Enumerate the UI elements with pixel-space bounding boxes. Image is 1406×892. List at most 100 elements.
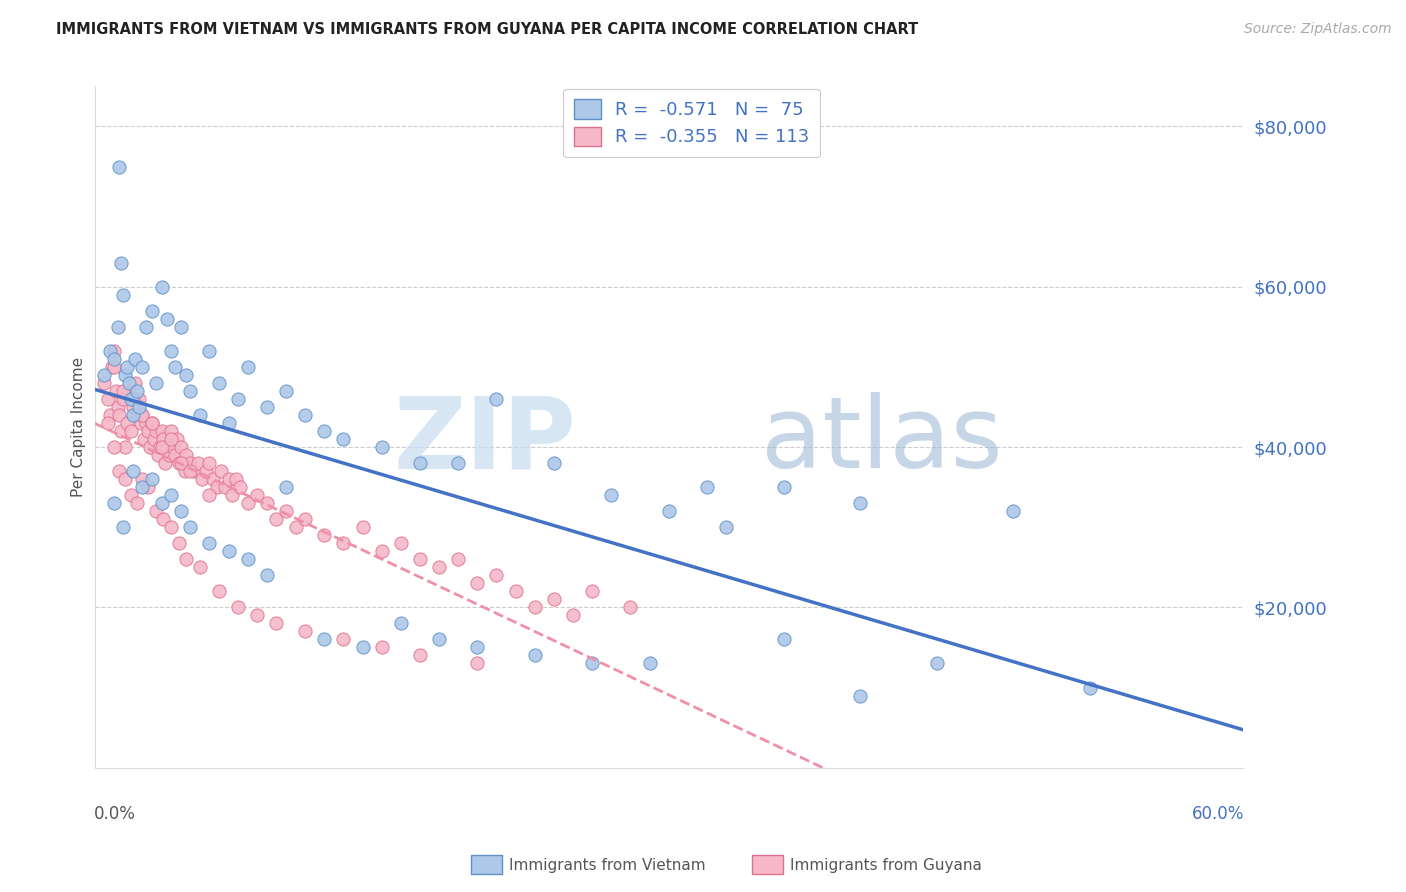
Point bbox=[125, 384, 148, 398]
Point bbox=[170, 319, 193, 334]
Point bbox=[389, 536, 412, 550]
Point bbox=[136, 424, 159, 438]
Point bbox=[120, 392, 142, 406]
Point bbox=[294, 512, 316, 526]
Point bbox=[523, 648, 546, 663]
Point bbox=[772, 632, 794, 647]
Point bbox=[121, 464, 143, 478]
Y-axis label: Per Capita Income: Per Capita Income bbox=[72, 357, 86, 497]
Point bbox=[218, 472, 240, 486]
Point bbox=[485, 568, 508, 582]
Point bbox=[176, 552, 198, 566]
Point bbox=[600, 488, 623, 502]
Point bbox=[370, 544, 392, 558]
Point bbox=[218, 416, 240, 430]
Point bbox=[112, 520, 135, 534]
Point bbox=[145, 504, 167, 518]
Point bbox=[110, 424, 132, 438]
Point bbox=[638, 657, 661, 671]
Point bbox=[256, 400, 278, 414]
Point bbox=[139, 440, 162, 454]
Point bbox=[120, 424, 142, 438]
Point bbox=[121, 392, 143, 406]
Point bbox=[562, 608, 585, 623]
Point bbox=[198, 488, 221, 502]
Point bbox=[218, 544, 240, 558]
Text: 0.0%: 0.0% bbox=[93, 805, 135, 823]
Point bbox=[118, 376, 141, 390]
Point bbox=[125, 408, 148, 422]
Point bbox=[581, 584, 603, 599]
Point bbox=[112, 287, 135, 301]
Point bbox=[131, 408, 153, 422]
Point bbox=[97, 416, 120, 430]
Point bbox=[294, 624, 316, 639]
Point bbox=[246, 608, 269, 623]
Point bbox=[714, 520, 737, 534]
Point bbox=[332, 536, 354, 550]
Point bbox=[107, 400, 129, 414]
Point bbox=[107, 319, 129, 334]
Point bbox=[274, 480, 297, 494]
Point bbox=[146, 448, 169, 462]
Point bbox=[370, 440, 392, 454]
Point bbox=[179, 464, 201, 478]
Point bbox=[198, 536, 221, 550]
Point bbox=[93, 368, 115, 382]
Point bbox=[179, 520, 201, 534]
Point bbox=[141, 303, 163, 318]
Point bbox=[409, 552, 432, 566]
Text: 60.0%: 60.0% bbox=[1192, 805, 1244, 823]
Point bbox=[103, 440, 125, 454]
Point bbox=[98, 408, 121, 422]
Point bbox=[149, 440, 172, 454]
Point bbox=[370, 640, 392, 655]
Point bbox=[274, 504, 297, 518]
Point bbox=[246, 488, 269, 502]
Point bbox=[145, 424, 167, 438]
Point bbox=[173, 464, 195, 478]
Point bbox=[131, 472, 153, 486]
Point bbox=[332, 632, 354, 647]
Point bbox=[131, 408, 153, 422]
Point bbox=[141, 416, 163, 430]
Point bbox=[467, 657, 489, 671]
Point bbox=[129, 416, 152, 430]
Point bbox=[236, 496, 259, 510]
Point bbox=[314, 424, 336, 438]
Point bbox=[202, 472, 225, 486]
Point bbox=[205, 480, 228, 494]
Point bbox=[136, 480, 159, 494]
Point bbox=[925, 657, 948, 671]
Point bbox=[156, 440, 179, 454]
Point bbox=[135, 416, 157, 430]
Point bbox=[619, 600, 641, 615]
Point bbox=[101, 359, 124, 374]
Point bbox=[266, 616, 288, 631]
Point bbox=[409, 456, 432, 470]
Point bbox=[152, 432, 174, 446]
Point bbox=[467, 576, 489, 591]
Point bbox=[256, 568, 278, 582]
Point bbox=[427, 632, 450, 647]
Point bbox=[236, 359, 259, 374]
Point bbox=[160, 488, 183, 502]
Point bbox=[152, 512, 174, 526]
Point bbox=[93, 376, 115, 390]
Point bbox=[523, 600, 546, 615]
Point bbox=[1078, 681, 1101, 695]
Point bbox=[112, 384, 135, 398]
Point bbox=[115, 416, 138, 430]
Point bbox=[188, 408, 211, 422]
Point bbox=[120, 488, 142, 502]
Point bbox=[409, 648, 432, 663]
Point bbox=[155, 456, 177, 470]
Point bbox=[772, 480, 794, 494]
Point bbox=[170, 504, 193, 518]
Point bbox=[225, 472, 247, 486]
Point bbox=[160, 343, 183, 358]
Point bbox=[505, 584, 527, 599]
Point bbox=[543, 456, 565, 470]
Point bbox=[214, 480, 236, 494]
Text: Immigrants from Vietnam: Immigrants from Vietnam bbox=[509, 858, 706, 872]
